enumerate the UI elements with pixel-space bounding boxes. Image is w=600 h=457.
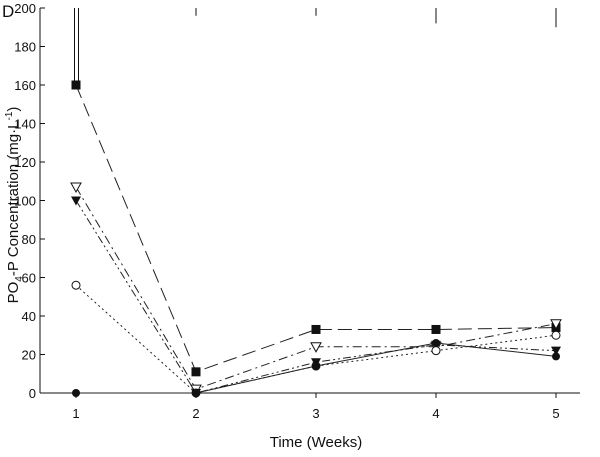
panel-label: D: [2, 2, 14, 21]
axes: [39, 8, 580, 394]
series-line: [75, 84, 557, 373]
series-circle-filled: [72, 338, 560, 397]
series-circle-open: [71, 280, 561, 398]
data-point: [71, 196, 81, 206]
data-point: [71, 280, 81, 290]
x-tick-label: 1: [72, 406, 79, 421]
x-tick-label: 2: [192, 406, 199, 421]
data-point: [432, 338, 440, 347]
x-axis-title: Time (Weeks): [270, 434, 363, 451]
data-point: [70, 182, 82, 194]
data-point: [191, 367, 201, 377]
y-axis-title-middle: -P Concentration (mg·L: [5, 121, 22, 277]
y-tick-label: 0: [29, 386, 36, 401]
y-axis-title-subscript: 4: [14, 276, 25, 282]
y-axis-title-main: PO: [5, 282, 22, 304]
data-point: [310, 342, 322, 353]
data-point: [431, 324, 441, 334]
x-tick-label: 3: [312, 406, 319, 421]
data-point: [312, 362, 320, 371]
y-tick-label: 100: [14, 194, 36, 209]
y-tick-label: 60: [22, 271, 36, 286]
y-tick-label: 20: [22, 348, 36, 363]
y-tick-label: 160: [14, 78, 36, 93]
y-axis-title-end: ): [5, 107, 22, 112]
series-layer: [70, 8, 562, 398]
y-tick-label: 120: [14, 155, 36, 170]
x-tick-label: 4: [432, 406, 439, 421]
data-point: [550, 319, 562, 330]
series-line: [75, 200, 557, 394]
x-ticks: 1 2 3 4 5: [72, 393, 560, 421]
data-point: [552, 352, 560, 361]
y-tick-label: 200: [14, 1, 36, 16]
series-line: [75, 284, 557, 394]
y-tick-label: 80: [22, 232, 36, 247]
y-axis-title-superscript: -1: [4, 111, 15, 120]
y-ticks: 0 20 40 60 80 100 120 140 160 180 200: [14, 1, 45, 401]
data-point: [551, 346, 561, 356]
y-tick-label: 140: [14, 117, 36, 132]
data-point: [192, 389, 200, 397]
y-tick-label: 180: [14, 40, 36, 55]
data-point: [311, 324, 321, 334]
data-point: [71, 80, 81, 90]
y-axis-title: PO4-P Concentration (mg·L-1): [4, 107, 25, 304]
x-tick-label: 5: [552, 406, 559, 421]
y-tick-label: 40: [22, 309, 36, 324]
series-square-filled: [71, 8, 561, 377]
data-point: [431, 346, 441, 356]
data-point: [72, 389, 80, 397]
data-point: [551, 330, 561, 340]
